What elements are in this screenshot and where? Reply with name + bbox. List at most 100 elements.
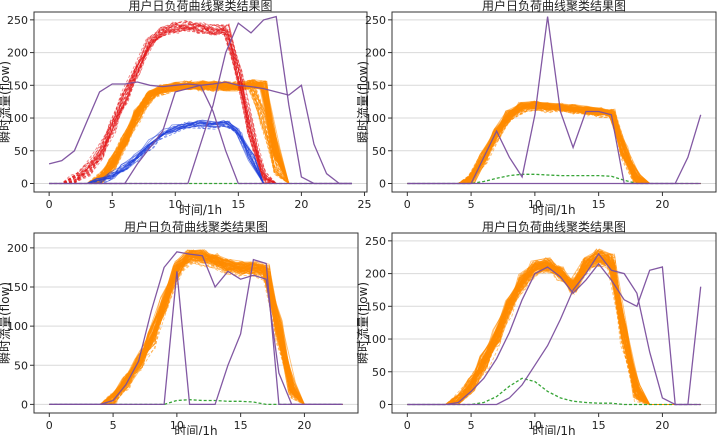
series-line-1-22	[407, 256, 701, 405]
x-tick-label: 15	[231, 198, 245, 211]
series-line-1-47	[49, 253, 343, 405]
series-line-1-9	[407, 102, 701, 184]
series-line-4-4	[49, 120, 352, 184]
y-tick-label: 250	[7, 14, 28, 27]
series-line-1-21	[49, 249, 343, 405]
series-line-1-4	[407, 102, 701, 184]
series-line-1-50	[49, 251, 343, 405]
x-tick-label: 5	[110, 419, 117, 432]
series-line-1-42	[407, 254, 701, 405]
series-line-2-20	[407, 104, 701, 184]
series-line-2-13	[49, 250, 343, 405]
series-line-1-5	[49, 254, 343, 405]
series-line-3-18	[49, 22, 352, 184]
series-line-1-9	[49, 249, 343, 405]
series-line-2-18	[49, 261, 343, 405]
series-line-1-25	[49, 252, 343, 405]
series-line-3-24	[49, 23, 352, 184]
series-line-1-20	[407, 101, 701, 184]
series-line-3	[407, 173, 701, 185]
series-line-1-11	[407, 254, 701, 405]
series-line-2-5	[407, 103, 701, 184]
x-axis-label: 时间/1h	[532, 203, 575, 217]
series-line-2-3	[407, 102, 701, 184]
chart-title: 用户日负荷曲线聚类结果图	[482, 219, 626, 234]
x-tick-label: 20	[297, 419, 311, 432]
series-line-4-9	[49, 121, 352, 184]
series-line-1-33	[407, 104, 701, 184]
series-line-2-4	[407, 102, 701, 184]
x-tick-label: 20	[294, 198, 308, 211]
series-line-2-9	[407, 101, 701, 184]
series-line-1-48	[407, 104, 701, 184]
y-tick-label: 100	[7, 320, 28, 333]
series-line-5	[407, 252, 701, 406]
series-line-1-18	[407, 102, 701, 184]
series-line-1-34	[407, 101, 701, 184]
series-line-2-14	[49, 250, 343, 405]
series-line-2-16	[49, 249, 343, 405]
series-line-1-35	[407, 103, 701, 184]
series-line-1-46	[49, 251, 343, 405]
series-line-5-1	[49, 123, 352, 184]
series-line-1-24	[49, 254, 343, 405]
series-line-1-16	[49, 255, 343, 405]
series-line-1-51	[49, 251, 343, 405]
y-tick-label: 50	[14, 145, 28, 158]
series-line-4-6	[49, 121, 352, 184]
y-axis-label: 瞬时流量(flow)	[0, 282, 12, 364]
series-line-1-47	[407, 104, 701, 184]
series-line-1-55	[407, 103, 701, 184]
series-line-1-53	[407, 103, 701, 184]
y-tick-label: 150	[7, 79, 28, 92]
series-line-1-54	[407, 101, 701, 184]
y-tick-label: 200	[365, 47, 386, 60]
series-line-2-25	[407, 256, 701, 405]
series-line-1-4	[49, 249, 343, 405]
series-group	[48, 15, 352, 185]
series-line-1-53	[49, 250, 343, 405]
series-line-1-34	[49, 255, 343, 405]
subplot-4: 0 5 10 15 20050100150200250用户日负荷曲线聚类结果图时间/1h…	[356, 219, 717, 435]
series-group	[407, 16, 702, 185]
series-line-2-18	[407, 263, 701, 405]
plot-frame	[391, 11, 717, 193]
series-line-1-39	[407, 105, 701, 184]
series-line-1-1	[407, 101, 701, 184]
series-line-1-7	[49, 253, 343, 405]
series-line-2-20	[49, 257, 343, 405]
series-line-4-3	[49, 120, 352, 184]
x-tick-label: 5	[109, 198, 116, 211]
series-line-1-26	[407, 255, 701, 405]
series-line-2-12	[407, 256, 701, 405]
series-line-1-1	[407, 256, 701, 405]
series-line-2-11	[407, 104, 701, 184]
y-tick-label: 0	[379, 177, 386, 190]
series-line-1-20	[49, 254, 343, 405]
series-line-4	[407, 262, 702, 406]
x-tick-label: 10	[528, 198, 542, 211]
series-line-1-2	[407, 100, 701, 184]
series-line-1-14	[407, 103, 701, 184]
series-line-1-28	[407, 101, 701, 184]
y-tick-label: 250	[365, 235, 386, 248]
x-tick-label: 20	[655, 419, 669, 432]
series-line-3-1	[49, 21, 352, 184]
series-line-1-12	[49, 251, 343, 405]
series-line-1-7	[407, 254, 701, 405]
series-line-1-55	[49, 257, 343, 405]
series-line-4-1	[49, 120, 352, 184]
x-tick-label: 5	[468, 198, 475, 211]
series-line-2-10	[49, 254, 343, 405]
series-line-2-21	[49, 260, 343, 405]
series-line-1-33	[49, 253, 343, 405]
y-tick-label: 200	[7, 47, 28, 60]
y-axis-label: 瞬时流量(flow)	[0, 61, 12, 143]
series-line-1-49	[407, 100, 701, 184]
series-line-2-15	[407, 103, 701, 184]
series-line-1-51	[407, 100, 701, 184]
series-line-1-23	[407, 104, 701, 184]
series-line-2-19	[49, 253, 343, 405]
series-line-2-14	[407, 103, 701, 184]
